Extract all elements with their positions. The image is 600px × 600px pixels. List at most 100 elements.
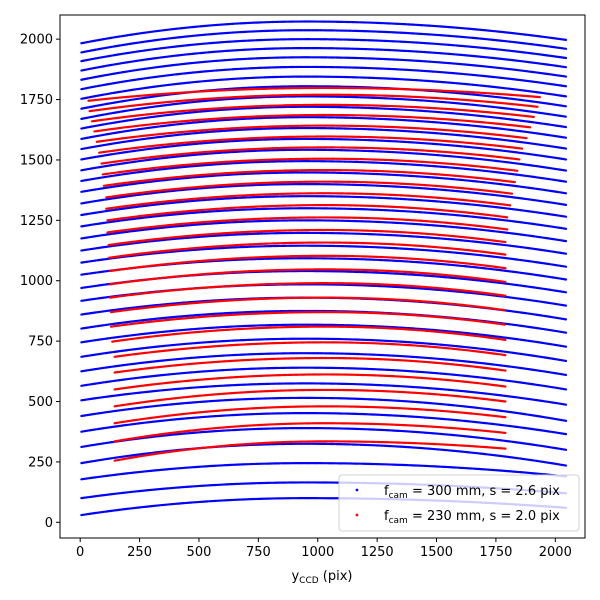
series-red-order-22 (100, 146, 521, 165)
series-blue-order-3 (80, 462, 568, 481)
y-tick-label: 0 (45, 516, 53, 531)
y-tick-label: 1250 (20, 214, 53, 229)
series-red-order-2 (113, 422, 507, 443)
x-tick-label: 1750 (479, 545, 512, 560)
x-axis-label-rest: (pix) (319, 569, 353, 584)
series-red-order-20 (102, 168, 517, 187)
series-blue-order-4 (80, 442, 568, 467)
x-tick-label: 250 (127, 545, 152, 560)
legend-entry-blue: fcam = 300 mm, s = 2.6 pix (384, 484, 560, 501)
series-blue-order-39 (80, 20, 568, 45)
series-red-order-17 (106, 204, 509, 222)
series-red-order-24 (95, 124, 528, 143)
series-blue-order-34 (80, 65, 568, 91)
series-red-order-11 (108, 282, 507, 299)
y-axis: 0 250 500 750 1000 1250 1500 1750 2000 (20, 33, 60, 531)
series-layer (80, 20, 568, 517)
series-red-order-4 (113, 388, 507, 408)
series-blue-order-21 (80, 207, 568, 230)
y-tick-label: 1500 (20, 153, 53, 168)
legend-blue-prefix: f (384, 484, 389, 499)
series-blue-order-18 (80, 244, 568, 268)
x-tick-label: 2000 (539, 545, 572, 560)
series-red-order-19 (105, 180, 514, 199)
series-red-order-26 (90, 103, 536, 123)
legend-marker-blue (355, 488, 359, 492)
x-tick-label: 1000 (301, 545, 334, 560)
series-blue-order-19 (80, 231, 568, 255)
legend-red-sub: cam (389, 516, 408, 526)
x-axis-label-sub: CCD (299, 576, 319, 586)
series-red-order-23 (98, 135, 524, 154)
series-blue-order-11 (80, 337, 568, 363)
series-blue-order-24 (80, 171, 568, 195)
series-blue-order-8 (80, 382, 568, 406)
series-blue-order-35 (80, 56, 568, 81)
x-tick-label: 750 (246, 545, 271, 560)
series-blue-order-30 (80, 105, 568, 130)
series-red-order-14 (107, 241, 507, 259)
series-blue-order-12 (80, 323, 568, 348)
series-blue-order-29 (80, 116, 568, 141)
legend-box (338, 474, 580, 532)
series-red-order-10 (109, 296, 507, 314)
series-blue-order-7 (80, 396, 568, 422)
series-blue-order-38 (80, 29, 568, 54)
series-red-order-1 (113, 440, 507, 462)
x-tick-label: 1500 (420, 545, 453, 560)
series-red-order-15 (107, 228, 507, 247)
series-red-order-12 (108, 268, 507, 286)
x-axis: 0 250 500 750 1000 1250 1500 1750 2000 (76, 538, 572, 560)
series-red-order-27 (88, 93, 539, 113)
x-axis-label: yCCD (pix) (291, 569, 352, 586)
legend-entry-red: fcam = 230 mm, s = 2.0 pix (384, 509, 560, 526)
series-red-order-25 (93, 113, 532, 133)
plot-frame (59, 14, 586, 539)
legend: fcam = 300 mm, s = 2.6 pix fcam = 230 mm… (338, 474, 580, 532)
series-red-order-7 (113, 341, 507, 358)
y-tick-label: 750 (28, 335, 53, 350)
series-red-order-16 (106, 216, 509, 234)
series-blue-order-20 (80, 219, 568, 243)
series-blue-order-32 (80, 85, 568, 110)
series-red-order-21 (101, 157, 519, 176)
series-blue-order-22 (80, 195, 568, 218)
series-red (87, 86, 541, 462)
y-tick-label: 1000 (20, 274, 53, 289)
legend-blue-sub: cam (389, 491, 408, 501)
series-blue-order-33 (80, 75, 568, 100)
x-axis-label-main: y (291, 569, 299, 584)
series-blue-order-5 (80, 426, 568, 451)
series-blue-order-36 (80, 46, 568, 72)
series-red-order-13 (108, 254, 507, 273)
series-red-order-3 (113, 405, 507, 425)
series-blue-order-23 (80, 182, 568, 206)
series-blue-order-25 (80, 160, 568, 183)
series-blue-order-26 (80, 148, 568, 172)
series-blue-order-16 (80, 269, 568, 294)
series-red-order-8 (111, 325, 507, 343)
series-red-order-9 (109, 311, 507, 328)
series-blue-order-9 (80, 366, 568, 391)
legend-marker-red (355, 513, 359, 517)
legend-red-rest: = 230 mm, s = 2.0 pix (408, 509, 560, 524)
y-tick-label: 250 (28, 455, 53, 470)
legend-blue-rest: = 300 mm, s = 2.6 pix (408, 484, 560, 499)
series-red-order-6 (113, 356, 507, 374)
x-tick-label: 0 (76, 545, 84, 560)
series-blue-order-10 (80, 352, 568, 377)
series-red-order-5 (113, 373, 507, 391)
x-tick-label: 500 (187, 545, 212, 560)
series-blue-order-28 (80, 126, 568, 151)
legend-red-prefix: f (384, 509, 389, 524)
x-tick-label: 1250 (361, 545, 394, 560)
y-tick-label: 1750 (20, 93, 53, 108)
series-blue-order-27 (80, 137, 568, 161)
series-blue-order-6 (80, 412, 568, 436)
series-blue-order-31 (80, 95, 568, 120)
series-blue-order-37 (80, 38, 568, 63)
y-tick-label: 2000 (20, 33, 53, 48)
y-tick-label: 500 (28, 395, 53, 410)
series-red-order-18 (105, 192, 512, 210)
